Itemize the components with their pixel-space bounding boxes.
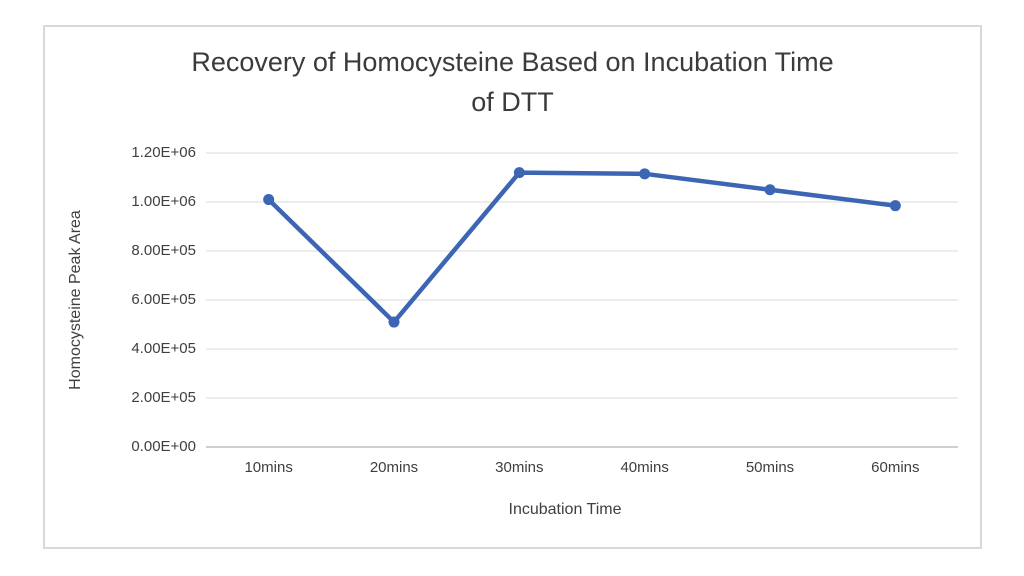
x-tick-label: 20mins: [369, 459, 419, 476]
x-tick-label: 50mins: [745, 459, 795, 476]
x-tick-label: 60mins: [871, 459, 920, 476]
series-line: [266, 170, 898, 325]
y-tick-label: 0.00E+00: [131, 438, 196, 455]
y-tick-label: 8.00E+05: [131, 242, 196, 259]
y-tick-label: 6.00E+05: [131, 291, 196, 308]
y-tick-label: 2.00E+05: [131, 389, 196, 406]
chart-title-line-2: of DTT: [471, 87, 554, 117]
y-tick-label: 1.20E+06: [131, 144, 196, 161]
x-tick-label: 40mins: [620, 459, 669, 476]
y-tick-label: 1.00E+06: [131, 193, 196, 210]
y-axis-title: Homocysteine Peak Area: [67, 210, 84, 390]
data-point-marker: [263, 194, 275, 206]
data-point-marker: [639, 168, 651, 180]
y-tick-label: 4.00E+05: [131, 340, 196, 357]
chart-frame: [43, 25, 982, 549]
data-point-marker: [764, 184, 776, 196]
x-tick-label: 30mins: [495, 459, 544, 476]
data-point-marker: [388, 316, 400, 328]
data-point-marker: [513, 167, 525, 179]
x-tick-label: 10mins: [244, 459, 293, 476]
x-axis-title: Incubation Time: [508, 501, 622, 518]
chart-title-line-1: Recovery of Homocysteine Based on Incuba…: [191, 47, 834, 77]
data-point-marker: [889, 200, 901, 212]
chart-title: Recovery of Homocysteine Based on Incuba…: [43, 42, 982, 122]
